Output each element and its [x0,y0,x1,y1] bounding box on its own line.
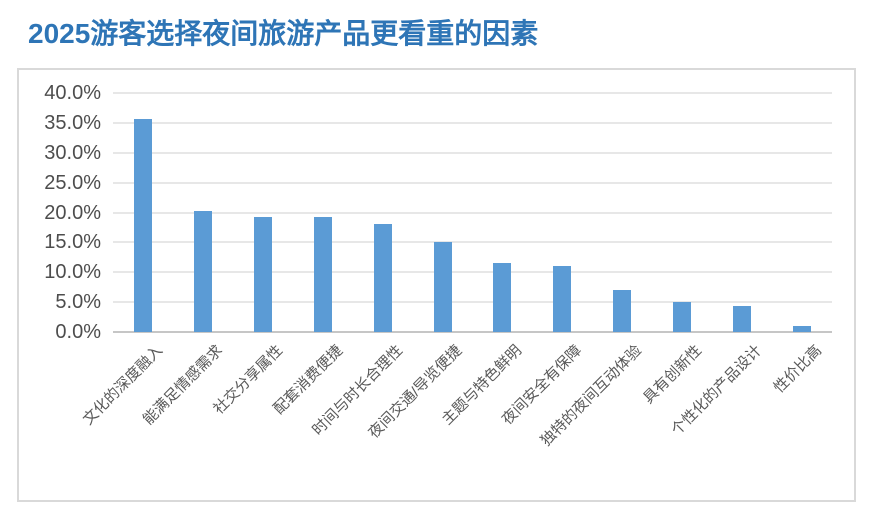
gridline [113,151,832,154]
bar [673,301,692,332]
x-category-label: 具有创新性 [640,342,706,408]
gridline [113,121,832,124]
x-category-label: 性价比高 [770,342,826,397]
bar [553,266,572,332]
y-tick-label: 25.0% [44,171,101,194]
y-tick-label: 40.0% [44,82,101,104]
bar [253,217,272,332]
x-category-label: 独特的夜间互动体验 [537,342,646,450]
bar [313,217,332,332]
bar [193,210,212,332]
chart-area: 0.0% 5.0% 10.0% 15.0% 20.0% 25.0% 30.0% 35.0% 40… [17,68,856,502]
gridline [113,271,832,274]
bar [133,119,152,332]
y-tick-label: 30.0% [44,141,101,164]
bar [433,242,452,332]
y-tick-label: 35.0% [44,111,101,134]
gridline [113,301,832,304]
gridline [113,241,832,244]
y-tick-label: 15.0% [44,231,101,254]
gridline [113,181,832,184]
gridline [113,92,832,94]
x-axis-line [113,331,832,333]
bar [793,326,812,332]
bar [493,263,512,332]
y-tick-label: 0.0% [55,321,101,343]
bar [613,290,632,332]
gridline [113,211,832,214]
chart-title: 2025游客选择夜间旅游产品更看重的因素 [28,18,539,49]
y-tick-label: 5.0% [55,291,101,314]
y-tick-label: 20.0% [44,201,101,224]
bar [373,224,392,332]
bar [733,305,752,332]
y-tick-label: 10.0% [44,261,101,284]
